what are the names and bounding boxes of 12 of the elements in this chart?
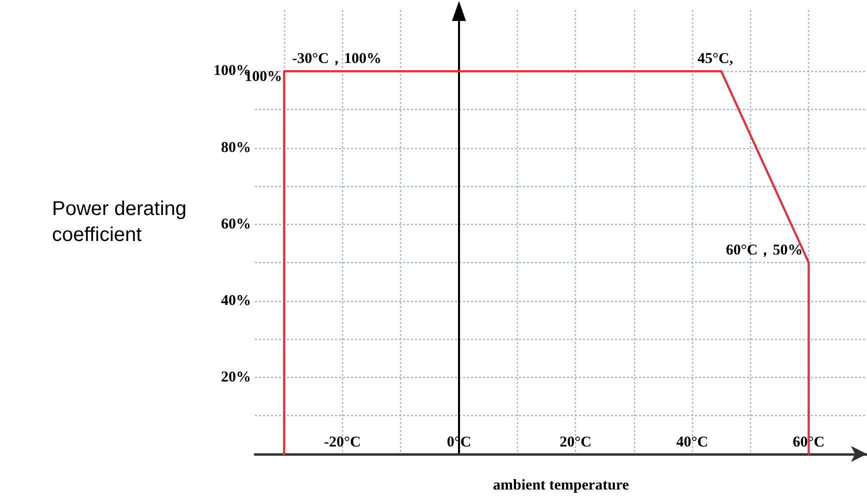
- y-tick-label: 60%: [221, 216, 251, 232]
- y-axis-title: Power derating coefficient: [52, 198, 187, 246]
- x-tick-label: 20°C: [560, 434, 592, 450]
- annotation: -30°C，100%: [292, 51, 382, 68]
- y-tick-label: 20%: [221, 369, 251, 386]
- y-tick-label: 40%: [221, 292, 251, 309]
- annotation: 45°C,: [697, 51, 734, 68]
- x-tick-label: 40°C: [676, 434, 708, 450]
- annotation: 60°C，50%: [726, 242, 803, 259]
- x-axis-title: ambient temperature: [493, 478, 630, 494]
- y-tick-label: 80%: [221, 140, 251, 156]
- x-tick-label: -20°C: [324, 434, 361, 450]
